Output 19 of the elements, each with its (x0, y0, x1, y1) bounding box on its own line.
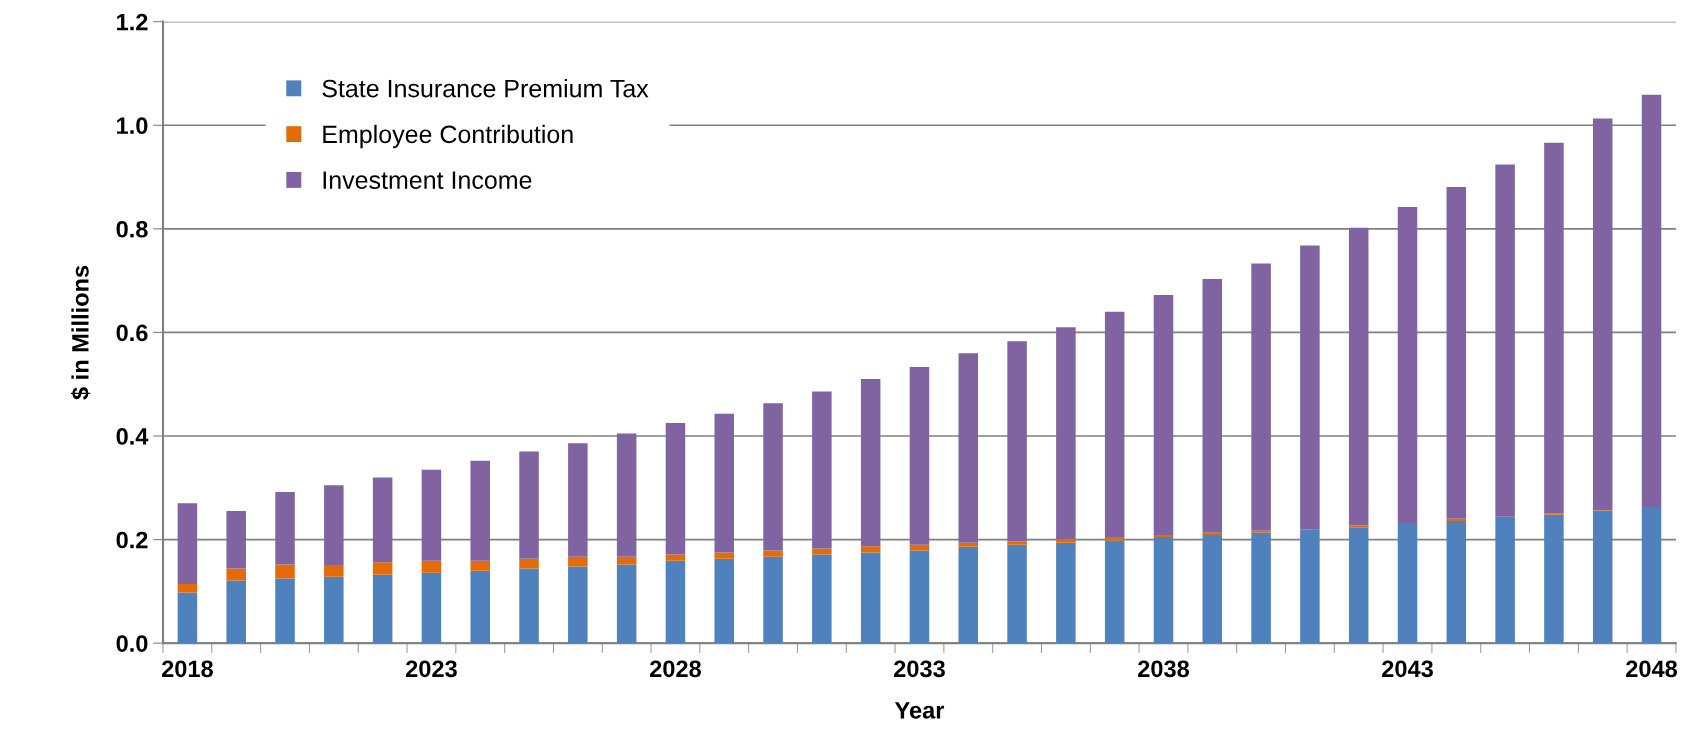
x-tick-label: 2048 (1626, 660, 1678, 678)
y-tick-label: 0.8 (116, 220, 148, 238)
y-tick-label: 1.0 (117, 117, 148, 135)
y-tick-label: 0.4 (116, 428, 149, 445)
x-axis-title: Year (894, 702, 945, 719)
x-tick-label: 2033 (894, 660, 945, 678)
y-tick-label: 0.0 (116, 635, 148, 652)
legend-label: State Insurance Premium Tax (322, 79, 649, 98)
y-tick-label: 1.2 (117, 13, 148, 31)
x-tick-label: 2018 (161, 660, 213, 678)
y-tick-label: 0.6 (116, 324, 148, 342)
legend-label: Investment Income (323, 171, 532, 189)
x-tick-label: 2023 (405, 660, 457, 678)
y-axis-title: $ in Millions (70, 265, 91, 400)
x-tick-label: 2038 (1138, 660, 1190, 678)
legend-label: Employee Contribution (323, 124, 573, 149)
y-tick-label: 0.2 (116, 531, 148, 549)
x-tick-label: 2028 (650, 660, 701, 678)
x-tick-label: 2043 (1382, 660, 1433, 678)
